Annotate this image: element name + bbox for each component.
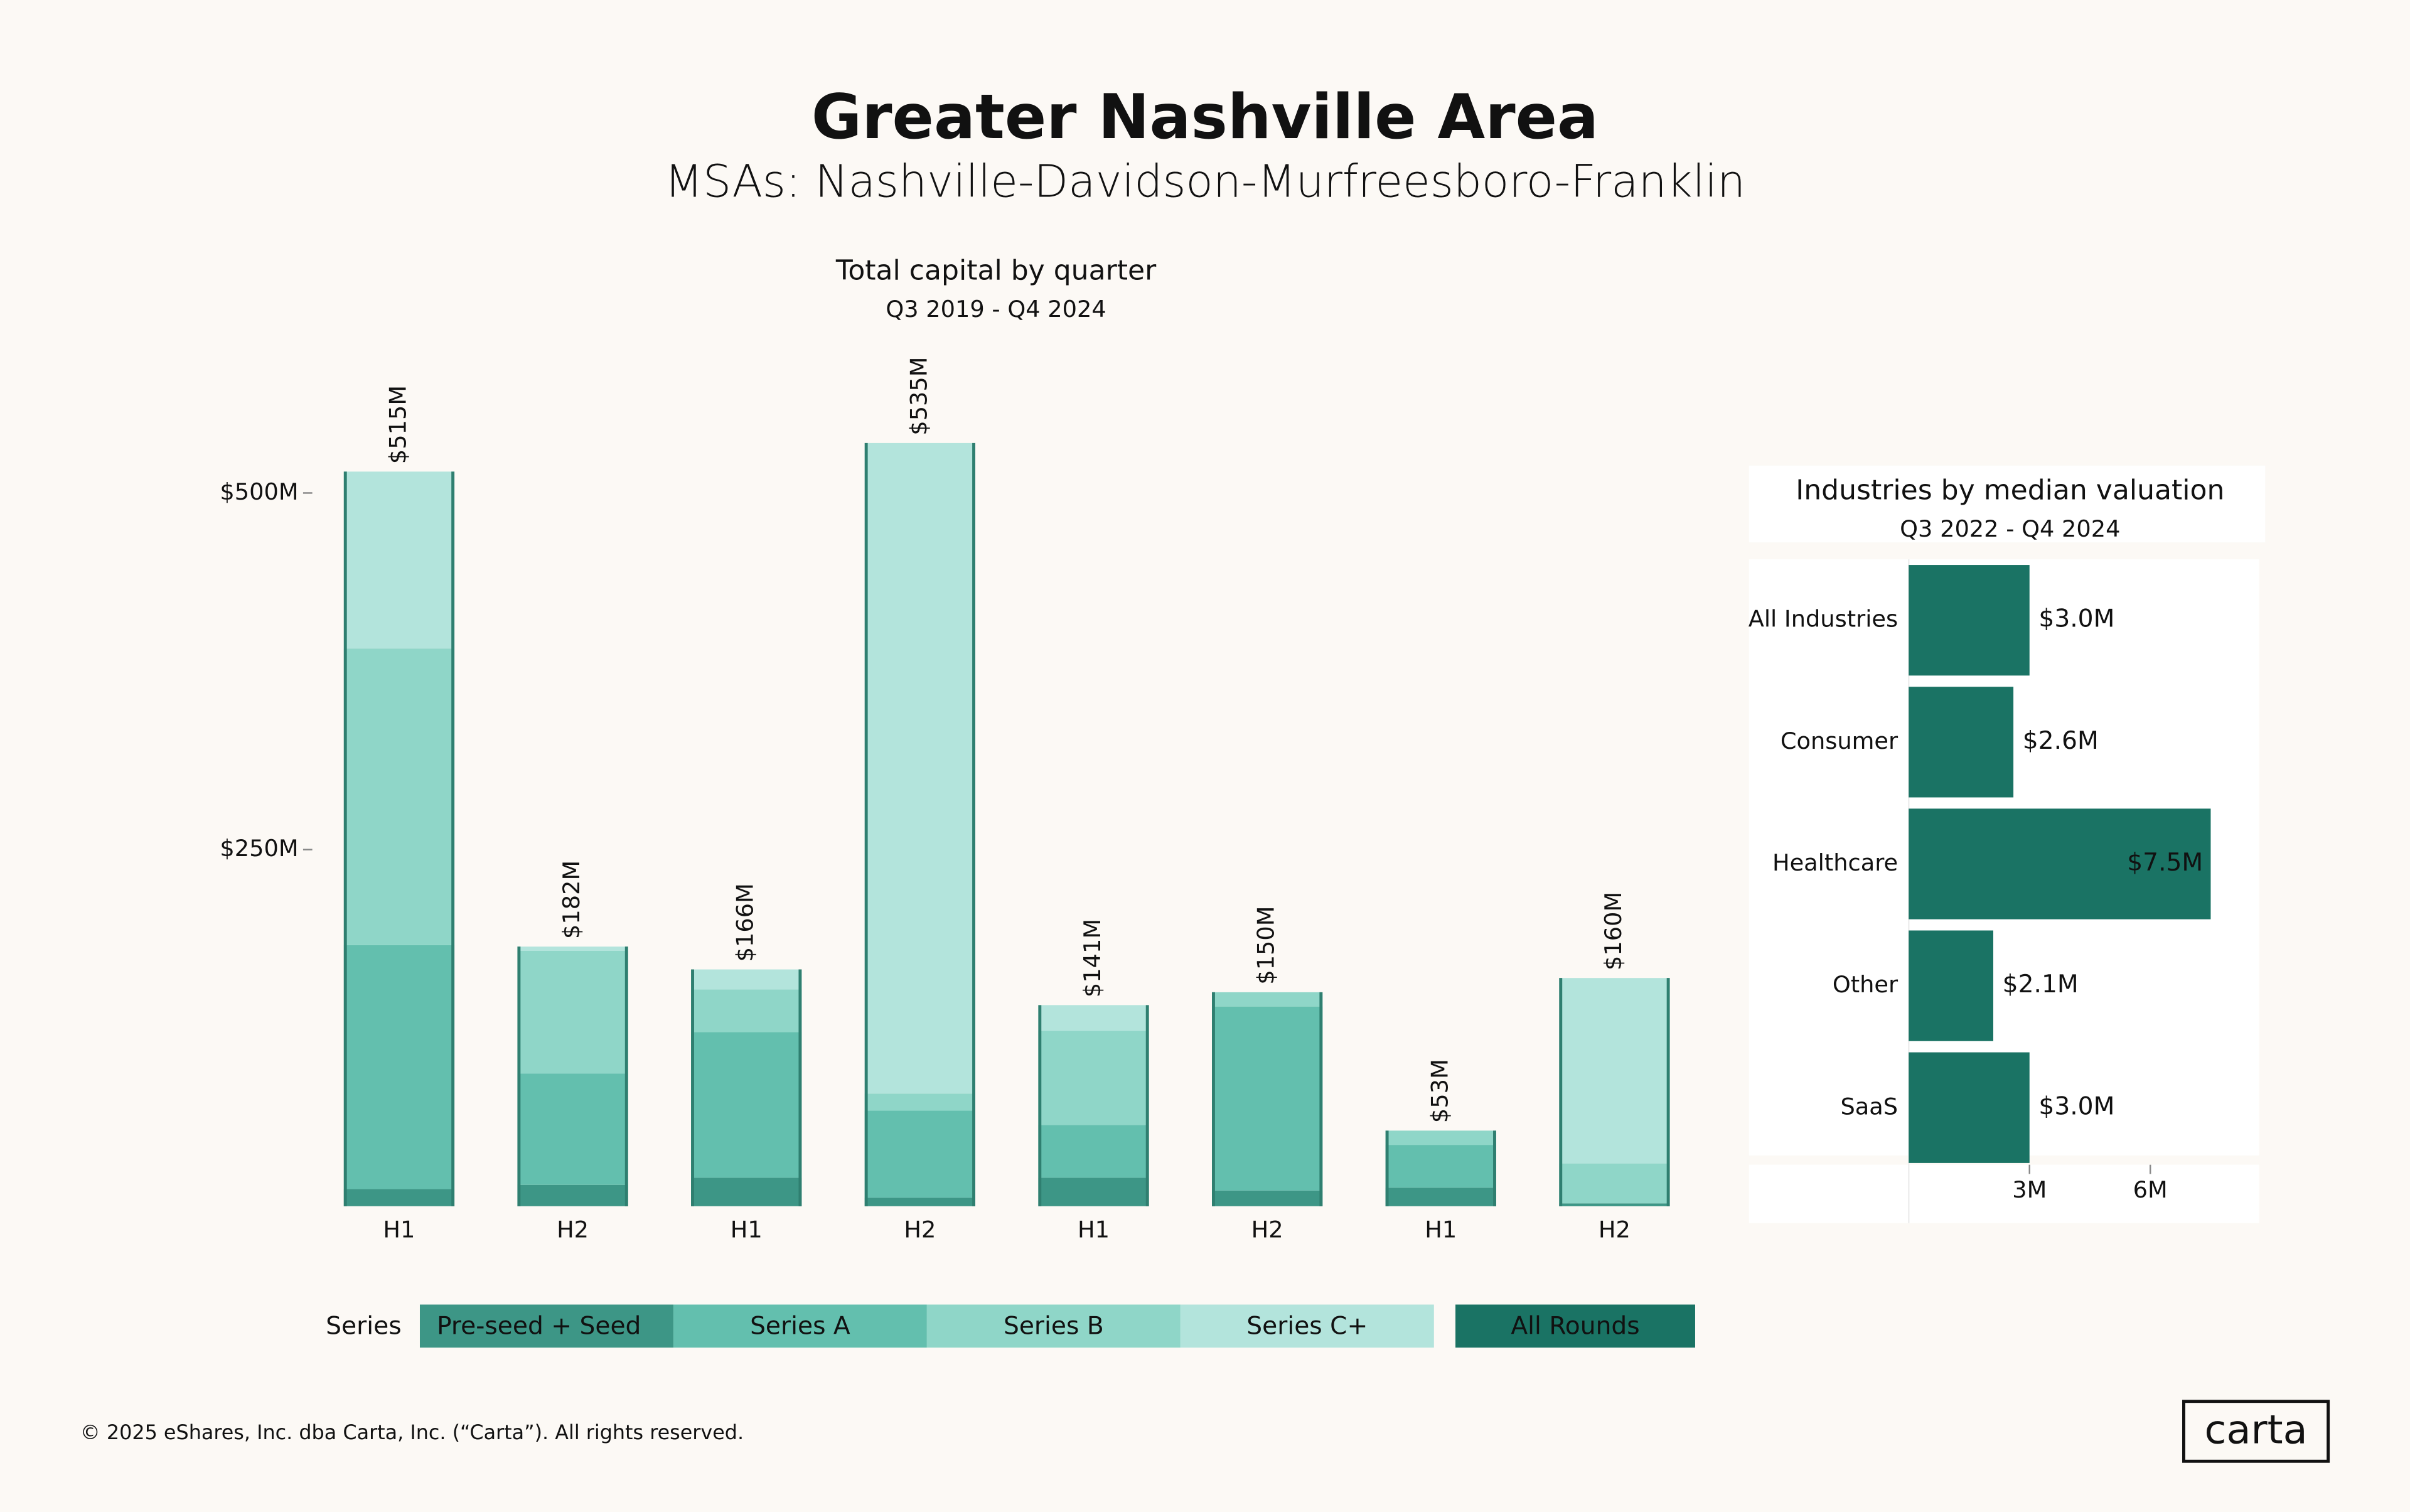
x-tick-label: H2 xyxy=(1251,1216,1283,1243)
bar-segment xyxy=(343,1189,455,1206)
x-tick-label: 6M xyxy=(2133,1176,2168,1203)
logo: carta xyxy=(2204,1407,2307,1453)
chart-title: Total capital by quarter xyxy=(835,254,1157,286)
data-label: $166M xyxy=(732,883,759,962)
x-tick-label: H1 xyxy=(1078,1216,1110,1243)
y-tick-label: $250M xyxy=(220,835,298,862)
bar-segment xyxy=(517,950,628,1074)
y-tick-label: All Industries xyxy=(1749,606,1898,633)
bar-segment xyxy=(864,1093,975,1111)
data-label: $150M xyxy=(1253,906,1280,985)
y-tick-label: SaaS xyxy=(1841,1093,1899,1120)
bar-segment xyxy=(1212,1190,1323,1206)
bar-segment xyxy=(1038,1005,1149,1031)
bar-segment xyxy=(864,1110,975,1198)
bar-segment xyxy=(343,945,455,1189)
bar-segment xyxy=(1038,1177,1149,1206)
y-tick-label: Consumer xyxy=(1781,727,1899,754)
data-label: $3.0M xyxy=(2038,1092,2114,1120)
x-tick-label: H1 xyxy=(731,1216,763,1243)
y-tick-label: Other xyxy=(1833,971,1899,998)
bar-segment xyxy=(864,442,975,1094)
bar-segment xyxy=(1559,1163,1670,1204)
page-subtitle: MSAs: Nashville-Davidson-Murfreesboro-Fr… xyxy=(665,155,1745,207)
legend-swatch xyxy=(926,1304,1181,1348)
legend-label: Series C+ xyxy=(1246,1312,1368,1341)
chart-subtitle: Q3 2022 - Q4 2024 xyxy=(1900,515,2120,542)
legend-label: Pre-seed + Seed xyxy=(437,1312,641,1341)
bar-segment xyxy=(1385,1188,1496,1206)
bar-segment xyxy=(1212,992,1323,1007)
legend-label: All Rounds xyxy=(1511,1312,1639,1341)
data-label: $53M xyxy=(1426,1059,1453,1123)
panel-axis xyxy=(1749,1164,2259,1223)
bar-segment xyxy=(1038,1125,1149,1178)
x-tick-label: H1 xyxy=(1425,1216,1457,1243)
bar-segment xyxy=(1559,978,1670,1164)
x-tick-label: H2 xyxy=(557,1216,589,1243)
x-tick-label: H2 xyxy=(904,1216,936,1243)
bar-segment xyxy=(1385,1130,1496,1145)
legend-swatch xyxy=(1455,1304,1695,1348)
bar-segment xyxy=(691,1032,802,1178)
bar-segment xyxy=(691,989,802,1032)
data-label: $141M xyxy=(1079,919,1106,997)
legend-swatch xyxy=(419,1304,673,1348)
bar-segment xyxy=(864,1198,975,1206)
bar-segment xyxy=(343,648,455,945)
bar-segment xyxy=(1385,1145,1496,1188)
data-label: $2.1M xyxy=(2003,970,2079,999)
bar-segment xyxy=(1559,1203,1670,1206)
chart-subtitle: Q3 2019 - Q4 2024 xyxy=(886,296,1106,323)
bar-segment xyxy=(517,946,628,951)
x-tick-label: 3M xyxy=(2012,1176,2047,1203)
legend-swatch xyxy=(1180,1304,1434,1348)
bar xyxy=(1909,565,2030,676)
legend-swatch xyxy=(673,1304,927,1348)
bar-segment xyxy=(517,1184,628,1206)
bar-segment xyxy=(691,1177,802,1206)
data-label: $2.6M xyxy=(2023,727,2099,755)
page-title: Greater Nashville Area xyxy=(811,82,1599,153)
legend-label: Series B xyxy=(1004,1312,1104,1341)
bar-segment xyxy=(1212,1006,1323,1191)
data-label: $7.5M xyxy=(2127,849,2203,877)
footer: © 2025 eShares, Inc. dba Carta, Inc. (“C… xyxy=(80,1420,744,1444)
y-tick-label: $500M xyxy=(220,478,298,505)
data-label: $3.0M xyxy=(2038,605,2114,633)
x-tick-label: H1 xyxy=(383,1216,415,1243)
bar-segment xyxy=(691,969,802,990)
bar-segment xyxy=(517,1073,628,1185)
logo-box xyxy=(2182,1400,2330,1463)
chart-title: Industries by median valuation xyxy=(1796,474,2224,506)
bar xyxy=(1909,930,1993,1041)
bar xyxy=(1909,687,2014,798)
data-label: $515M xyxy=(384,385,411,464)
bar xyxy=(1909,808,2211,920)
data-label: $182M xyxy=(558,861,585,939)
data-label: $160M xyxy=(1600,892,1627,970)
legend-title: Series xyxy=(326,1312,401,1341)
data-label: $535M xyxy=(905,357,932,436)
bar-segment xyxy=(343,471,455,649)
legend-label: Series A xyxy=(750,1312,850,1341)
bar xyxy=(1909,1052,2030,1163)
y-tick-label: Healthcare xyxy=(1772,849,1898,876)
bar-segment xyxy=(1038,1031,1149,1125)
panel-header xyxy=(1749,465,2266,543)
x-tick-label: H2 xyxy=(1599,1216,1631,1243)
